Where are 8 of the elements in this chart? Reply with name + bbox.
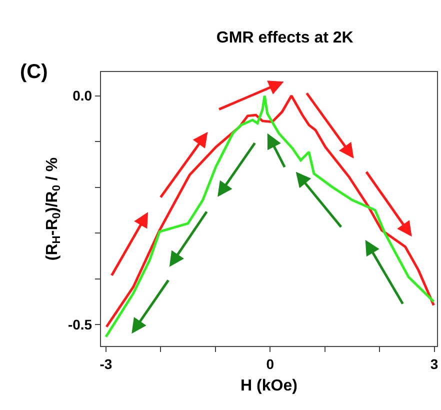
- text: (C): [20, 61, 48, 83]
- x-tick-label: -3: [100, 356, 112, 372]
- chart-title: GMR effects at 2K: [216, 30, 354, 46]
- x-tick-label: 3: [430, 356, 438, 372]
- x-axis-title: H (kOe): [240, 378, 298, 395]
- y-tick-label: 0.0: [72, 88, 92, 104]
- y-tick-label: -0.5: [68, 316, 92, 332]
- x-tick-label: 0: [266, 356, 274, 372]
